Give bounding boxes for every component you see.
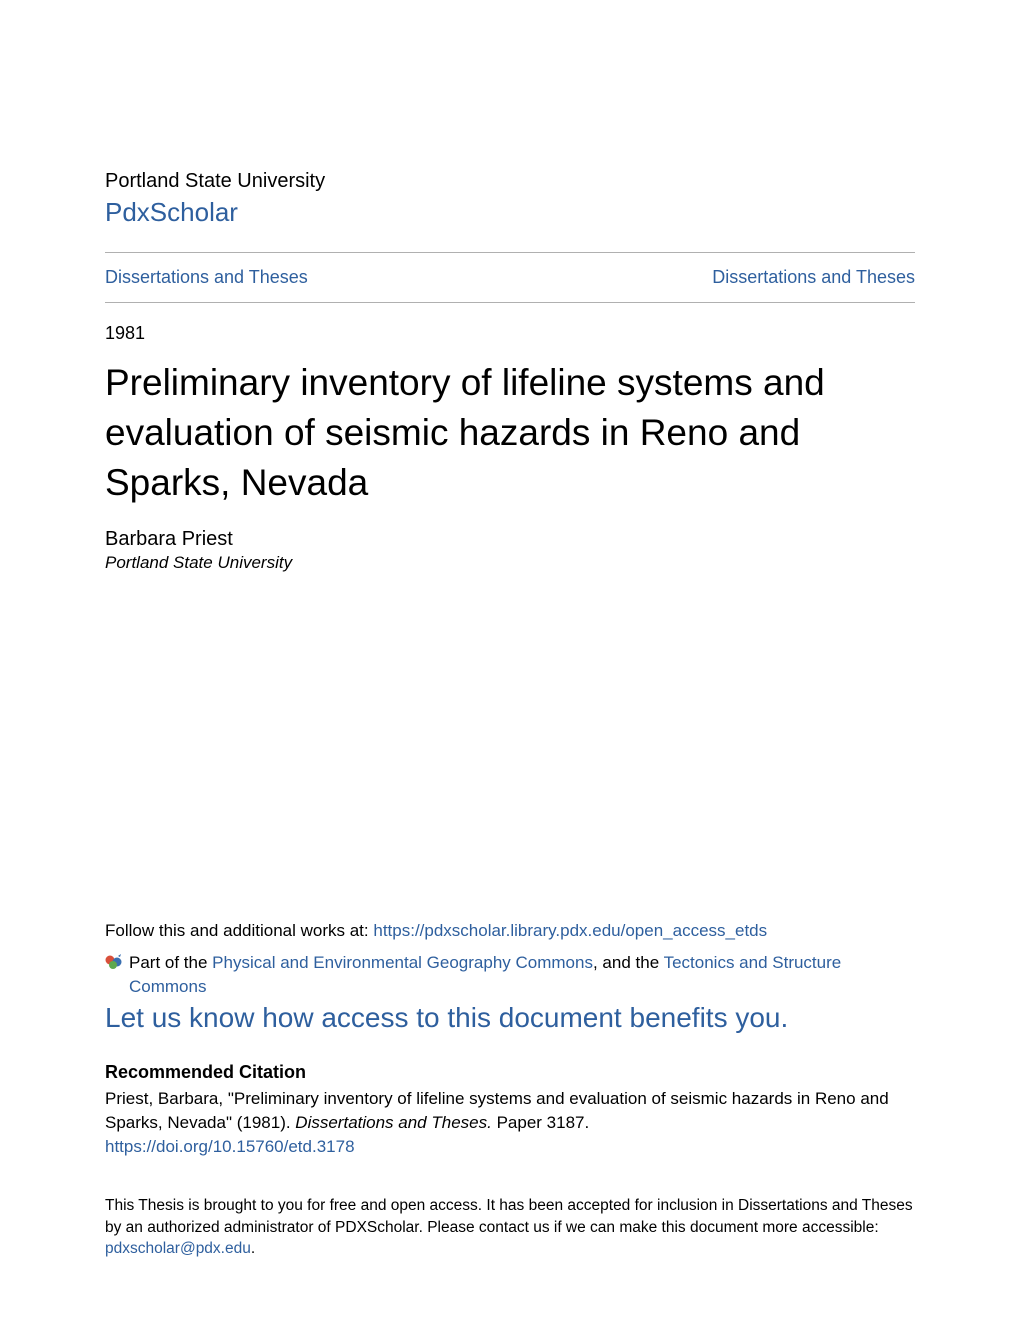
- doi-link[interactable]: https://doi.org/10.15760/etd.3178: [105, 1137, 355, 1157]
- nav-link-series[interactable]: Dissertations and Theses: [712, 267, 915, 288]
- nav-row: Dissertations and Theses Dissertations a…: [105, 253, 915, 302]
- citation-italic: Dissertations and Theses.: [295, 1113, 492, 1132]
- footer-part1: This Thesis is brought to you for free a…: [105, 1197, 913, 1236]
- partof-prefix: Part of the: [129, 953, 212, 972]
- citation-heading: Recommended Citation: [105, 1062, 915, 1083]
- institution-name: Portland State University: [105, 170, 915, 193]
- partof-text: Part of the Physical and Environmental G…: [129, 951, 915, 999]
- citation-part2: Paper 3187.: [492, 1113, 589, 1132]
- footer-text: This Thesis is brought to you for free a…: [105, 1195, 915, 1260]
- follow-prefix: Follow this and additional works at:: [105, 921, 373, 940]
- author-name: Barbara Priest: [105, 528, 915, 551]
- lower-content-block: Follow this and additional works at: htt…: [105, 921, 915, 1260]
- follow-url-link[interactable]: https://pdxscholar.library.pdx.edu/open_…: [373, 921, 767, 940]
- citation-text: Priest, Barbara, "Preliminary inventory …: [105, 1087, 915, 1135]
- publication-year: 1981: [105, 323, 915, 344]
- author-affiliation: Portland State University: [105, 553, 915, 573]
- divider-bottom: [105, 302, 915, 303]
- footer-part2: .: [251, 1240, 255, 1257]
- header-block: Portland State University PdxScholar: [105, 170, 915, 252]
- contact-email-link[interactable]: pdxscholar@pdx.edu: [105, 1240, 251, 1257]
- feedback-link[interactable]: Let us know how access to this document …: [105, 1002, 788, 1034]
- repository-link[interactable]: PdxScholar: [105, 197, 238, 228]
- partof-line: Part of the Physical and Environmental G…: [105, 951, 915, 999]
- network-icon: [105, 953, 123, 971]
- document-title: Preliminary inventory of lifeline system…: [105, 358, 915, 508]
- nav-link-collection[interactable]: Dissertations and Theses: [105, 267, 308, 288]
- partof-link-1[interactable]: Physical and Environmental Geography Com…: [212, 953, 593, 972]
- partof-mid: , and the: [593, 953, 664, 972]
- follow-line: Follow this and additional works at: htt…: [105, 921, 915, 941]
